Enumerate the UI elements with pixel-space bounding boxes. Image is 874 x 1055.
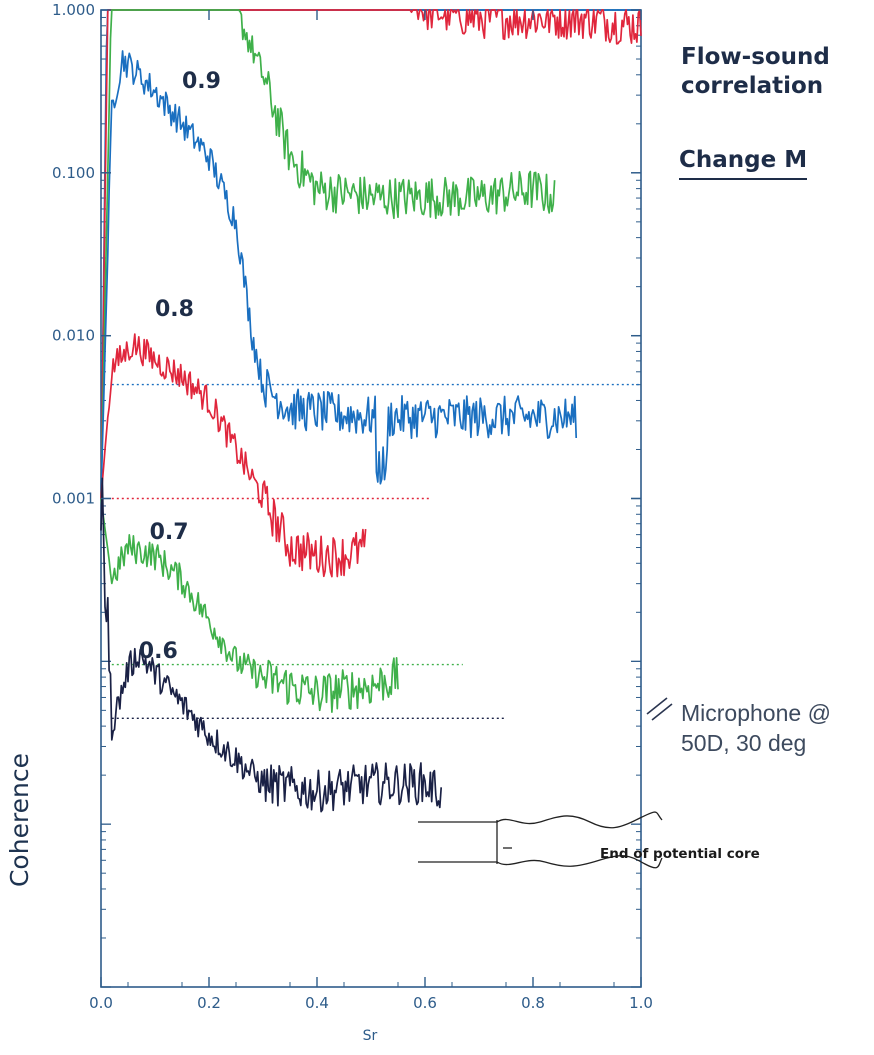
- axis-minor-ticks: [101, 16, 641, 988]
- side-title-line1: Flow-sound: [681, 44, 830, 70]
- curves: [100, 9, 642, 813]
- series-line: [100, 333, 367, 578]
- series-line: [100, 498, 399, 713]
- y-tick-label: 0.001: [52, 490, 95, 508]
- microphone-icon: [646, 697, 673, 721]
- side-title: Flow-sound correlation: [681, 43, 830, 101]
- series-line: [100, 50, 578, 499]
- y-tick-label: 0.010: [52, 327, 95, 345]
- x-tick-label: 0.4: [305, 994, 329, 1012]
- side-subtitle-text: Change M: [679, 147, 808, 173]
- curve-label: 0.7: [150, 520, 189, 545]
- x-tick-label: 0.8: [521, 994, 545, 1012]
- x-axis-label: Sr: [363, 1028, 378, 1044]
- microphone-label-line2: 50D, 30 deg: [681, 730, 807, 756]
- y-axis-label: Coherence: [5, 753, 34, 887]
- curve-label: 0.6: [139, 639, 178, 664]
- side-subtitle: Change M: [679, 146, 808, 180]
- x-tick-label: 0.2: [197, 994, 221, 1012]
- y-tick-label: 0.100: [52, 164, 95, 182]
- x-axis-ticks: 0.0 0.2 0.4 0.6 0.8 1.0: [89, 10, 653, 1012]
- microphone-label-line1: Microphone @: [681, 700, 831, 726]
- x-tick-label: 0.0: [89, 994, 113, 1012]
- curve-label: 0.9: [182, 69, 221, 94]
- x-tick-label: 1.0: [629, 994, 653, 1012]
- baselines: [111, 9, 641, 720]
- microphone-label: Microphone @ 50D, 30 deg: [681, 698, 831, 758]
- series-line: [100, 9, 556, 499]
- potential-core-diagram: [418, 811, 663, 869]
- curve-label: 0.8: [155, 297, 194, 322]
- y-axis-ticks: 1.000 0.100 0.010 0.001: [52, 1, 641, 508]
- series-line: [100, 477, 443, 813]
- side-title-line2: correlation: [681, 73, 824, 99]
- curve-labels: M = 1.81.40.950.90.80.70.6: [139, 69, 221, 664]
- y-tick-label: 1.000: [52, 1, 95, 19]
- x-tick-label: 0.6: [413, 994, 437, 1012]
- potential-core-label: End of potential core: [600, 846, 760, 862]
